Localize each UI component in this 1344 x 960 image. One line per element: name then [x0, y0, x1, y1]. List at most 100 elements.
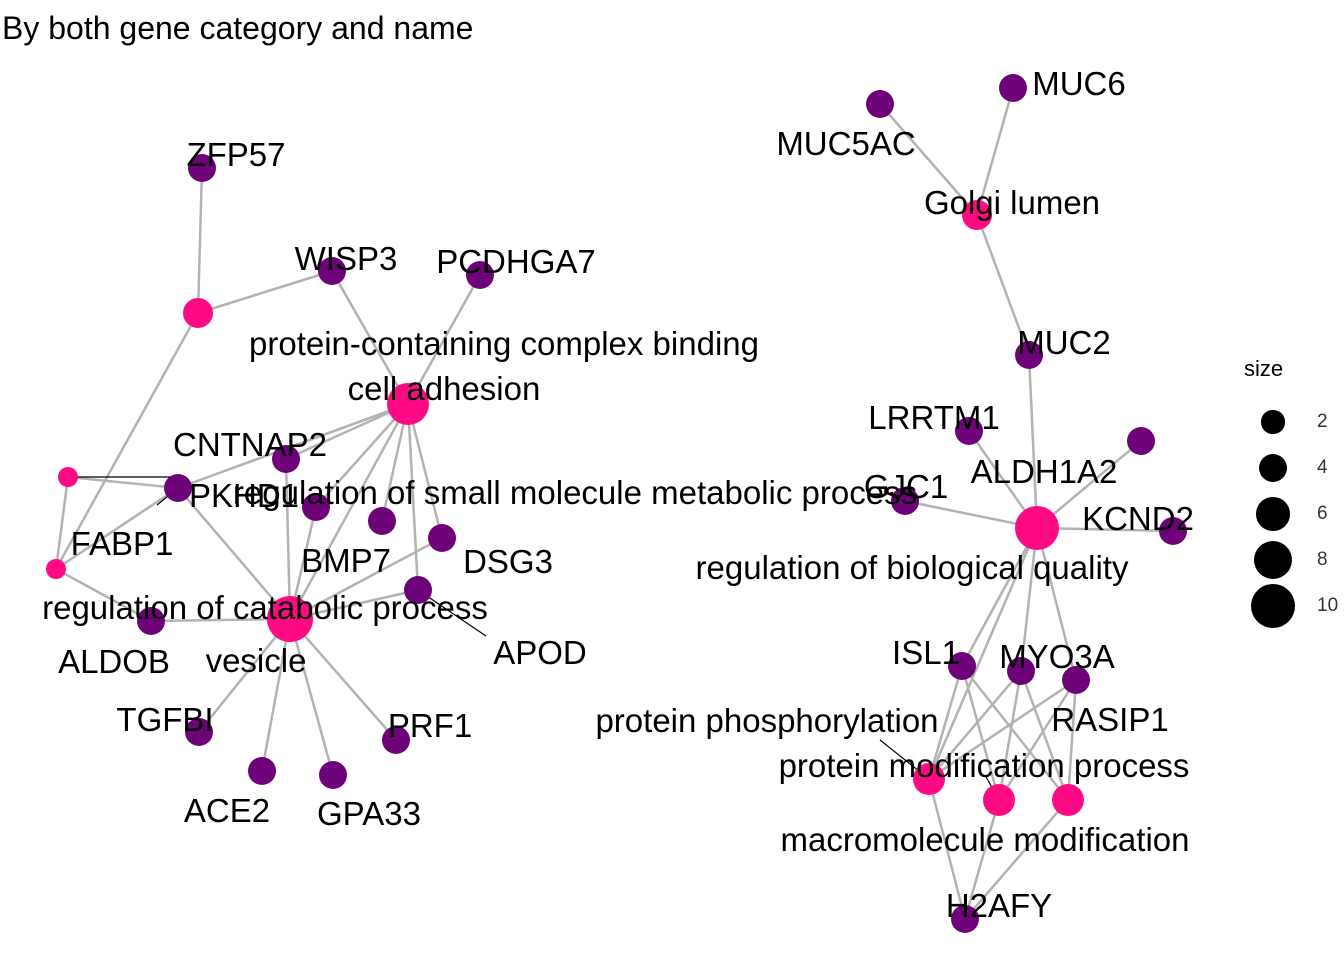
label-layer: protein-containing complex binding cell a…: [42, 65, 1194, 924]
node-cat-small-mol[interactable]: [58, 467, 78, 487]
node-cat-vesicle[interactable]: [267, 596, 313, 642]
node-cat-cell-adhesion[interactable]: [387, 383, 429, 425]
edge-gene-muc2-cat-golgi: [975, 214, 1031, 356]
plot-title: By both gene category and name: [2, 10, 474, 46]
label-gene-dsg3: DSG3: [463, 543, 553, 580]
label-cat-macro-mod: macromolecule modification: [780, 821, 1189, 858]
node-gene-cntnap2[interactable]: [272, 445, 300, 473]
legend-title: size: [1244, 356, 1284, 381]
node-gene-muc6[interactable]: [999, 74, 1027, 102]
legend-dot-10: [1251, 584, 1295, 628]
edge-cat-small-mol-cat-catabolic: [54, 476, 70, 570]
label-gene-h2afy: H2AFY: [946, 887, 1052, 924]
edge-cat-vesicle-cat-cell-adhesion: [288, 403, 410, 620]
edge-gene-pcdhga7-cat-cell-adhesion: [406, 274, 482, 405]
node-cat-macro-mod[interactable]: [1052, 784, 1084, 816]
edge-gene-h2afy-cat-macro-mod: [964, 799, 1069, 920]
node-gene-h2afy[interactable]: [951, 905, 979, 933]
node-gene-muc5ac[interactable]: [866, 90, 894, 118]
edge-cat-small-mol-gene-pkhd1: [67, 475, 179, 490]
edge-gene-wisp3-cat-cell-adhesion: [330, 270, 410, 405]
node-gene-isl1[interactable]: [948, 652, 976, 680]
edge-gene-muc2-cat-bio-quality: [1027, 354, 1039, 529]
legend-dot-6: [1256, 497, 1290, 531]
node-cat-catabolic[interactable]: [46, 559, 66, 579]
edge-gene-isl1-cat-mod-process: [960, 665, 1001, 801]
node-gene-myo3a[interactable]: [1007, 657, 1035, 685]
node-gene-bmp7[interactable]: [302, 493, 330, 521]
edge-gene-kcnd2-cat-bio-quality: [1036, 526, 1174, 533]
label-cat-pcb: protein-containing complex binding: [249, 325, 759, 362]
edge-cat-vesicle-gene-prf1: [289, 618, 397, 741]
node-gene-aldob[interactable]: [137, 607, 165, 635]
node-gene-pkhd1[interactable]: [164, 474, 192, 502]
node-gene-aldh1a2[interactable]: [1127, 427, 1155, 455]
legend-dot-4: [1258, 453, 1288, 483]
label-gene-bmp7: BMP7: [301, 542, 391, 579]
label-cat-small-mol: regulation of small molecule metabolic p…: [233, 474, 917, 511]
legend-label-2: 2: [1317, 411, 1328, 432]
label-gene-muc2: MUC2: [1017, 324, 1111, 361]
label-cat-phosph: protein phosphorylation: [595, 702, 938, 739]
node-gene-kcnd2[interactable]: [1159, 517, 1187, 545]
legend-dot-8: [1253, 540, 1293, 580]
edge-cat-vesicle-gene-gpa33: [288, 618, 335, 776]
node-gene-tgfbi[interactable]: [185, 718, 213, 746]
label-gene-rasip1: RASIP1: [1051, 701, 1168, 738]
legend-key-6: 6: [1232, 494, 1342, 534]
node-gene-wisp3[interactable]: [318, 257, 346, 285]
edge-gene-pkhd1-cat-cell-adhesion: [177, 402, 409, 490]
edge-gene-isl1-cat-macro-mod: [961, 665, 1069, 801]
node-gene-dsg3[interactable]: [428, 524, 456, 552]
label-gene-pcdhga7: PCDHGA7: [436, 243, 596, 280]
node-gene-muc2[interactable]: [1015, 341, 1043, 369]
node-gene-gjc1[interactable]: [891, 487, 919, 515]
edge-gene-gjc1-cat-bio-quality: [904, 499, 1038, 530]
node-cat-golgi[interactable]: [962, 200, 992, 230]
label-gene-myo3a: MYO3A: [999, 638, 1115, 675]
node-gene-pcdhga7[interactable]: [466, 261, 494, 289]
label-gene-muc6: MUC6: [1032, 65, 1126, 102]
edge-gene-dsg3-cat-cell-adhesion: [406, 403, 444, 539]
node-gene-gpa33[interactable]: [319, 761, 347, 789]
network-graph: protein-containing complex binding cell a…: [42, 65, 1194, 933]
edge-gene-myo3a-cat-mod-process: [997, 670, 1023, 801]
node-cat-pcb[interactable]: [183, 298, 213, 328]
edge-gene-myo3a-cat-bio-quality: [1019, 527, 1039, 672]
node-layer: [46, 74, 1187, 933]
legend-key-10: 10: [1232, 584, 1342, 628]
legend-label-4: 4: [1317, 457, 1328, 478]
edge-gene-rasip1-cat-bio-quality: [1035, 527, 1078, 681]
node-gene-lrrtm1[interactable]: [955, 417, 983, 445]
edge-gene-myo3a-cat-macro-mod: [1019, 670, 1070, 801]
label-gene-pkhd1: PKHD1: [189, 477, 299, 514]
edge-gene-h2afy-cat-phosph: [927, 778, 967, 920]
edge-gene-bmp7-cat-cell-adhesion: [315, 403, 409, 508]
edge-gene-zfp57-cat-pcb: [196, 167, 204, 314]
edge-cat-catabolic-gene-aldob: [55, 567, 152, 623]
edge-gene-h2afy-cat-mod-process: [963, 799, 1001, 920]
label-gene-tgfbi: TGFBI: [116, 701, 213, 738]
label-gene-cntnap2: CNTNAP2: [173, 426, 327, 463]
node-gene-prf1[interactable]: [382, 726, 410, 754]
edge-cat-phosph-cat-bio-quality: [927, 527, 1039, 780]
node-gene-rasip1[interactable]: [1062, 666, 1090, 694]
node-gene-apod[interactable]: [404, 576, 432, 604]
label-cat-golgi: Golgi lumen: [924, 184, 1100, 221]
node-gene-unl1[interactable]: [368, 507, 396, 535]
node-gene-ace2[interactable]: [248, 757, 276, 785]
label-cat-catabolic: regulation of catabolic process: [42, 589, 488, 626]
node-cat-bio-quality[interactable]: [1015, 506, 1059, 550]
label-gene-lrrtm1: LRRTM1: [868, 399, 999, 436]
label-gene-gjc1: GJC1: [864, 468, 948, 505]
label-gene-kcnd2: KCND2: [1082, 500, 1194, 537]
edge-cat-vesicle-gene-aldob: [150, 617, 291, 623]
label-cat-bio-quality: regulation of biological quality: [696, 549, 1129, 586]
edge-cat-catabolic-gene-pkhd1: [55, 486, 179, 571]
node-cat-phosph[interactable]: [913, 763, 945, 795]
node-gene-zfp57[interactable]: [188, 154, 216, 182]
edge-gene-rasip1-cat-mod-process: [997, 679, 1078, 801]
legend-key-4: 4: [1232, 448, 1342, 488]
node-cat-mod-process[interactable]: [983, 784, 1015, 816]
edge-gene-muc5ac-cat-golgi: [879, 103, 978, 216]
